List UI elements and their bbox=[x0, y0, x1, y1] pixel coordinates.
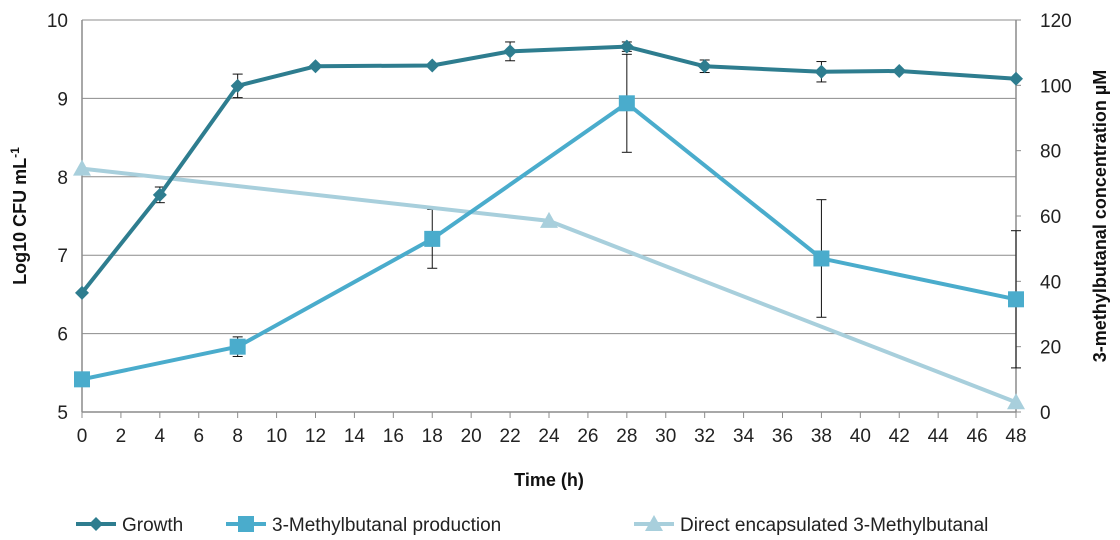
y2-tick-label: 60 bbox=[1040, 207, 1061, 228]
y2-tick-label: 0 bbox=[1040, 403, 1051, 424]
y-tick-label: 6 bbox=[57, 325, 68, 346]
data-point-0 bbox=[503, 44, 518, 59]
y2-tick-label: 40 bbox=[1040, 272, 1061, 293]
x-tick-label: 4 bbox=[155, 426, 166, 447]
data-point-0 bbox=[1009, 71, 1023, 86]
legend-label-2: Direct encapsulated 3-Methylbutanal bbox=[680, 515, 988, 536]
x-tick-label: 34 bbox=[733, 426, 755, 447]
y2-axis-title: 3-methylbutanal concentration µM bbox=[1090, 70, 1110, 362]
x-tick-label: 44 bbox=[928, 426, 950, 447]
x-tick-label: 0 bbox=[77, 426, 88, 447]
data-point-0 bbox=[814, 64, 829, 79]
data-point-0 bbox=[75, 285, 89, 300]
legend-label-0: Growth bbox=[122, 515, 183, 536]
y-tick-label: 5 bbox=[57, 403, 68, 424]
gridlines bbox=[82, 19, 1016, 335]
legend-marker-2 bbox=[645, 515, 663, 531]
x-axis-title: Time (h) bbox=[514, 470, 584, 490]
x-tick-label: 6 bbox=[193, 426, 204, 447]
series-line-0 bbox=[80, 44, 1017, 295]
x-tick-label: 22 bbox=[500, 426, 521, 447]
y2-tick-label: 80 bbox=[1040, 142, 1061, 163]
data-point-2 bbox=[1007, 393, 1025, 410]
y-axis-title: Log10 CFU mL-1 bbox=[8, 147, 30, 285]
x-tick-label: 24 bbox=[538, 426, 560, 447]
legend: Growth 3-Methylbutanal production Direct e… bbox=[76, 515, 988, 536]
x-tick-label: 12 bbox=[305, 426, 326, 447]
data-point-1 bbox=[74, 371, 90, 388]
y-axis-title-superscript: -1 bbox=[8, 147, 22, 158]
x-ticks: 0 2 4 6 8 10 12 14 16 18 20 22 24 26 28 30 32 34 36 38 40 42 4… bbox=[77, 412, 1027, 447]
x-tick-label: 38 bbox=[811, 426, 832, 447]
y-axis-title-main: Log10 CFU mL bbox=[10, 158, 30, 285]
y-tick-label: 9 bbox=[57, 89, 68, 110]
data-point-0 bbox=[892, 63, 907, 78]
data-point-0 bbox=[697, 59, 712, 74]
x-tick-label: 36 bbox=[772, 426, 793, 447]
x-tick-label: 26 bbox=[577, 426, 598, 447]
x-tick-label: 14 bbox=[344, 426, 366, 447]
legend-label-1: 3-Methylbutanal production bbox=[272, 515, 501, 536]
series-markers bbox=[73, 39, 1025, 410]
data-point-1 bbox=[813, 250, 830, 267]
data-point-2 bbox=[540, 211, 558, 228]
data-point-0 bbox=[230, 78, 245, 93]
data-point-0 bbox=[308, 59, 323, 74]
x-tick-label: 42 bbox=[889, 426, 910, 447]
x-tick-label: 20 bbox=[461, 426, 482, 447]
data-point-0 bbox=[619, 39, 634, 54]
y2-tick-label: 20 bbox=[1040, 338, 1061, 359]
series-line-2 bbox=[81, 166, 1017, 405]
data-point-1 bbox=[424, 230, 441, 247]
x-tick-label: 48 bbox=[1005, 426, 1026, 447]
y-tick-label: 7 bbox=[57, 246, 68, 267]
x-tick-label: 16 bbox=[383, 426, 404, 447]
legend-marker-1 bbox=[238, 516, 254, 532]
y-tick-label: 10 bbox=[47, 11, 68, 32]
x-tick-label: 10 bbox=[266, 426, 287, 447]
data-point-1 bbox=[618, 95, 635, 112]
y2-ticks: 0 20 40 60 80 100 120 bbox=[1016, 11, 1072, 424]
data-point-1 bbox=[229, 338, 246, 355]
x-tick-label: 28 bbox=[616, 426, 637, 447]
x-tick-label: 2 bbox=[116, 426, 127, 447]
x-tick-label: 18 bbox=[422, 426, 443, 447]
x-tick-label: 40 bbox=[850, 426, 871, 447]
y2-tick-label: 100 bbox=[1040, 76, 1072, 97]
data-point-0 bbox=[425, 58, 440, 73]
y2-tick-label: 120 bbox=[1040, 11, 1072, 32]
legend-marker-0 bbox=[89, 517, 103, 531]
x-tick-label: 46 bbox=[967, 426, 988, 447]
data-point-2 bbox=[73, 159, 91, 176]
x-tick-label: 8 bbox=[232, 426, 243, 447]
data-point-0 bbox=[152, 187, 167, 202]
y-ticks: 5 6 7 8 9 10 bbox=[47, 11, 68, 424]
x-tick-label: 30 bbox=[655, 426, 676, 447]
series-line-1 bbox=[81, 101, 1017, 382]
y-tick-label: 8 bbox=[57, 168, 68, 189]
x-tick-label: 32 bbox=[694, 426, 715, 447]
data-point-1 bbox=[1008, 291, 1024, 308]
